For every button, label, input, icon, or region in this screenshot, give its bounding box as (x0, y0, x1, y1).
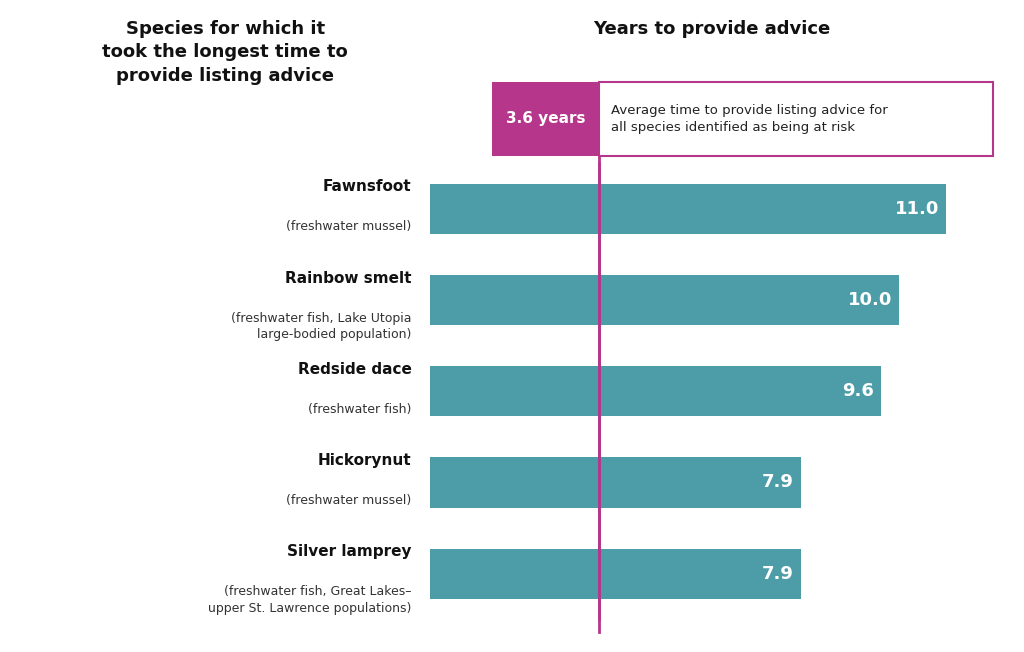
Text: Silver lamprey: Silver lamprey (287, 544, 412, 559)
Text: (freshwater mussel): (freshwater mussel) (287, 494, 412, 507)
Bar (430, 548, 801, 599)
Text: Redside dace: Redside dace (298, 362, 412, 377)
Text: (freshwater fish): (freshwater fish) (308, 403, 412, 416)
Text: Years to provide advice: Years to provide advice (593, 20, 830, 38)
Bar (430, 183, 946, 233)
Text: Hickorynut: Hickorynut (318, 453, 412, 468)
Text: (freshwater fish, Lake Utopia
large-bodied population): (freshwater fish, Lake Utopia large-bodi… (231, 312, 412, 341)
Text: (freshwater fish, Great Lakes–
upper St. Lawrence populations): (freshwater fish, Great Lakes– upper St.… (208, 585, 412, 615)
Text: 9.6: 9.6 (842, 382, 873, 400)
Text: 7.9: 7.9 (762, 565, 794, 583)
Bar (430, 275, 899, 325)
Text: (freshwater mussel): (freshwater mussel) (287, 220, 412, 233)
Text: Fawnsfoot: Fawnsfoot (323, 179, 412, 194)
Bar (430, 366, 881, 416)
Text: 3.6 years: 3.6 years (506, 111, 585, 126)
Text: 7.9: 7.9 (762, 473, 794, 492)
Text: Species for which it
took the longest time to
provide listing advice: Species for which it took the longest ti… (102, 20, 348, 85)
Text: 11.0: 11.0 (895, 200, 939, 218)
Text: Rainbow smelt: Rainbow smelt (285, 271, 412, 286)
Text: Average time to provide listing advice for
all species identified as being at ri: Average time to provide listing advice f… (611, 104, 888, 134)
Text: 10.0: 10.0 (848, 291, 892, 309)
Bar (430, 458, 801, 507)
